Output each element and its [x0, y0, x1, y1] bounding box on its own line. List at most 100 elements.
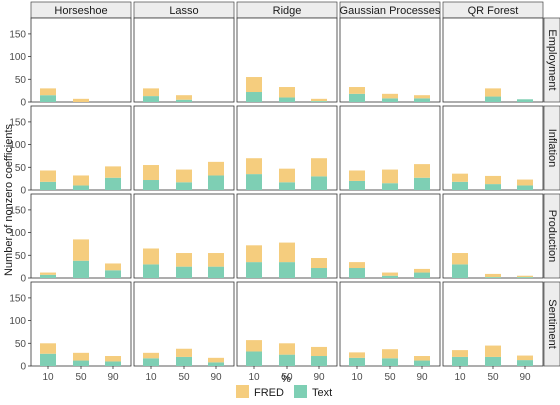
bar-fred — [349, 87, 365, 94]
facet-row-label: Sentiment — [546, 299, 558, 349]
bar-text — [349, 93, 365, 102]
y-tick-label: 50 — [15, 251, 27, 262]
bar-text — [246, 262, 262, 278]
bar-fred — [143, 165, 159, 181]
bar-text — [414, 272, 430, 278]
y-tick-label: 100 — [9, 316, 26, 327]
y-tick-label: 150 — [9, 205, 26, 216]
panel-frame — [133, 17, 235, 103]
bar-text — [143, 180, 159, 190]
y-tick-label: 50 — [15, 163, 27, 174]
bar-text — [246, 174, 262, 190]
bar-fred — [452, 173, 468, 182]
bar-text — [311, 356, 327, 366]
bar-text — [517, 99, 533, 102]
x-tick-label: 90 — [107, 372, 119, 383]
bar-fred — [208, 357, 224, 363]
bar-text — [349, 357, 365, 366]
x-tick-label: 50 — [487, 372, 499, 383]
bar-fred — [485, 273, 501, 278]
facet-column-label: Horseshoe — [54, 5, 107, 17]
panel-frame — [30, 17, 132, 103]
bar-text — [279, 262, 295, 278]
bar-text — [40, 353, 56, 366]
bar-fred — [349, 262, 365, 269]
bar-text — [311, 176, 327, 190]
legend-label-fred: FRED — [254, 387, 284, 399]
bar-text — [208, 175, 224, 190]
bar-fred — [176, 95, 192, 100]
bar-fred — [176, 169, 192, 183]
y-tick-label: 100 — [9, 140, 26, 151]
bar-fred — [349, 352, 365, 358]
y-tick-label: 50 — [15, 339, 27, 350]
bar-fred — [279, 343, 295, 355]
bar-fred — [452, 253, 468, 265]
bar-text — [485, 184, 501, 190]
bar-fred — [40, 343, 56, 354]
facet-row-label: Inflation — [546, 129, 558, 168]
bar-fred — [246, 245, 262, 263]
bar-text — [414, 177, 430, 190]
bar-text — [485, 96, 501, 102]
bar-text — [246, 351, 262, 366]
bar-fred — [208, 253, 224, 267]
bar-fred — [311, 346, 327, 357]
x-tick-label: 10 — [248, 372, 260, 383]
x-tick-label: 10 — [42, 372, 54, 383]
legend-swatch-fred — [236, 385, 249, 398]
facet-row-label: Employment — [546, 29, 558, 90]
bar-fred — [485, 345, 501, 357]
bar-text — [485, 356, 501, 366]
x-tick-label: 50 — [384, 372, 396, 383]
bar-text — [414, 360, 430, 366]
x-axis-title: % — [281, 373, 291, 385]
facet-column-label: Ridge — [273, 5, 302, 17]
bar-fred — [176, 348, 192, 357]
bar-text — [73, 360, 89, 366]
y-tick-label: 150 — [9, 117, 26, 128]
facet-row-label: Production — [546, 210, 558, 263]
bar-fred — [73, 175, 89, 186]
legend-label-text: Text — [312, 387, 332, 399]
bar-text — [382, 98, 398, 102]
bar-text — [40, 274, 56, 278]
bar-text — [176, 266, 192, 278]
bar-fred — [517, 275, 533, 278]
bar-fred — [246, 340, 262, 352]
x-tick-label: 90 — [313, 372, 325, 383]
bar-text — [40, 181, 56, 190]
bar-fred — [414, 95, 430, 99]
bar-fred — [105, 356, 121, 362]
bar-fred — [73, 98, 89, 102]
bar-fred — [382, 169, 398, 184]
facet-column-label: QR Forest — [468, 5, 519, 17]
bar-text — [176, 356, 192, 366]
bar-fred — [246, 77, 262, 93]
y-tick-label: 100 — [9, 228, 26, 239]
y-tick-label: 100 — [9, 52, 26, 63]
bar-fred — [311, 158, 327, 177]
bar-fred — [279, 168, 295, 183]
bar-text — [279, 97, 295, 102]
bar-fred — [485, 88, 501, 97]
bar-fred — [382, 93, 398, 99]
x-tick-label: 10 — [454, 372, 466, 383]
bar-text — [517, 360, 533, 366]
bar-fred — [414, 268, 430, 273]
facet-row-strip — [543, 281, 560, 367]
bar-text — [382, 358, 398, 366]
bar-text — [105, 361, 121, 366]
bar-text — [311, 101, 327, 102]
y-tick-label: 0 — [20, 362, 26, 373]
bar-fred — [143, 248, 159, 265]
x-tick-label: 90 — [416, 372, 428, 383]
bar-text — [517, 185, 533, 190]
bar-text — [452, 181, 468, 190]
y-tick-label: 150 — [9, 293, 26, 304]
bar-fred — [105, 166, 121, 178]
bar-fred — [40, 88, 56, 96]
bar-text — [143, 358, 159, 366]
facet-column-label: Lasso — [169, 5, 198, 17]
